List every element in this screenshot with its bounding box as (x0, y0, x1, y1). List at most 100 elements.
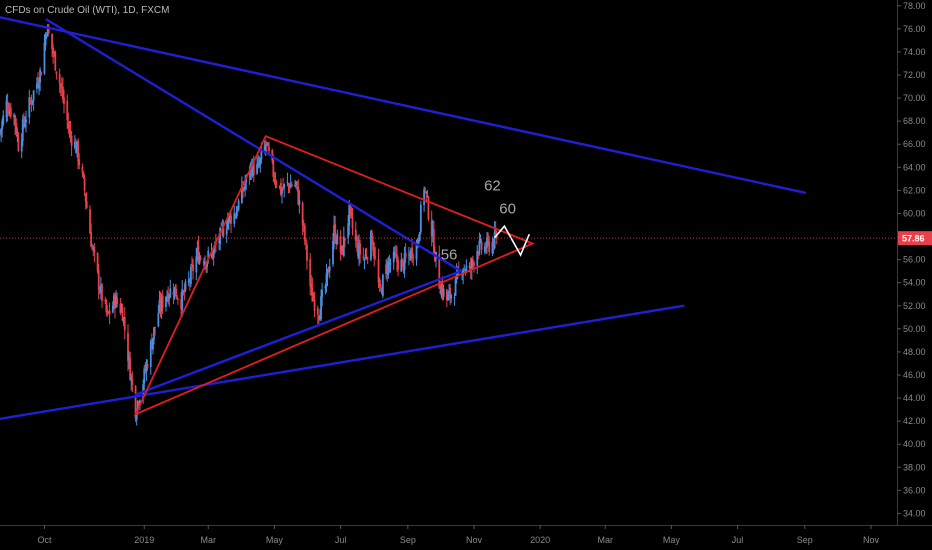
candle-body (272, 159, 275, 177)
candle-body (470, 258, 473, 270)
candle-body (418, 232, 421, 241)
candle-body (477, 252, 480, 255)
time-axis[interactable]: Oct 2019 Mar May Jul Sep Nov 2020 Mar May Jul Sep No… (0, 525, 932, 545)
candle-body (93, 246, 96, 253)
blue-trendline[interactable] (45, 18, 463, 273)
price-tick-label: 44.00 (903, 393, 926, 403)
price-tick-label: 34.00 (903, 508, 926, 518)
candle-body (99, 284, 102, 292)
candle-body (447, 294, 449, 301)
candle-body (412, 256, 415, 258)
candle-body (392, 251, 395, 263)
candle-body (150, 341, 153, 349)
time-tick-label: Mar (597, 535, 613, 545)
candle-body (344, 238, 346, 241)
candle-body (108, 310, 111, 315)
candle-body (76, 141, 78, 153)
candle-body (427, 197, 430, 220)
candle-body (17, 136, 20, 151)
candle-body (66, 101, 69, 121)
candle-body (410, 248, 412, 258)
candle-body (488, 240, 491, 252)
candle-body (494, 230, 497, 236)
blue-trendline[interactable] (0, 304, 685, 421)
candle-body (226, 219, 229, 229)
candle-body (173, 287, 176, 299)
time-tick-label: Nov (466, 535, 483, 545)
candle-body (400, 260, 403, 272)
candle-body (325, 273, 328, 287)
candle-body (46, 25, 49, 37)
candle-body (195, 256, 198, 273)
candle-body (348, 204, 351, 226)
candle-body (263, 145, 266, 153)
candle-body (256, 164, 258, 174)
candle-body (430, 220, 433, 237)
candle-body (31, 99, 34, 102)
candle-body (104, 300, 107, 302)
candle-body (63, 97, 65, 104)
candle-body (22, 117, 25, 125)
candle-body (174, 284, 177, 296)
price-axis[interactable]: 34.00 36.00 38.00 40.00 42.00 44.00 46.00 48.00… (897, 0, 926, 525)
price-tick-label: 36.00 (903, 485, 926, 495)
candle-body (363, 259, 366, 261)
candle-body (408, 254, 410, 256)
candle-body (187, 279, 190, 283)
candle-body (309, 258, 312, 286)
candle-body (426, 195, 429, 197)
candle-body (440, 286, 443, 296)
price-annotation[interactable]: 62 (484, 177, 501, 194)
candle-body (96, 252, 99, 272)
price-tick-label: 64.00 (903, 162, 926, 172)
candle-body (137, 402, 140, 405)
candle-body (123, 317, 126, 331)
candle-body (442, 288, 445, 297)
candle-body (189, 267, 192, 285)
candle-body (333, 225, 335, 240)
candle-body (181, 289, 184, 310)
candle-body (122, 317, 125, 324)
red-triangle-pattern[interactable] (133, 135, 535, 416)
candle-body (492, 239, 495, 248)
price-annotation[interactable]: 60 (499, 200, 516, 217)
candle-body (25, 119, 27, 123)
candle-body (438, 253, 441, 289)
projection-path[interactable] (493, 224, 531, 257)
candle-body (378, 284, 381, 286)
candle-body (448, 290, 450, 294)
candle-body (321, 290, 324, 297)
candle-body (233, 213, 236, 224)
candle-body (487, 238, 489, 241)
blue-trendline[interactable] (134, 269, 463, 396)
candle-body (385, 264, 388, 274)
time-tick-label: Mar (201, 535, 217, 545)
blue-trendline[interactable] (0, 16, 807, 194)
candle-body (311, 287, 314, 302)
candle-body (295, 181, 298, 183)
candle-body (101, 284, 103, 301)
candle-body (165, 297, 167, 307)
candle-body (111, 305, 114, 313)
price-tick-label: 42.00 (903, 416, 926, 426)
candle-body (120, 308, 123, 313)
candle-body (8, 110, 11, 114)
candle-body (106, 310, 109, 312)
candle-body (184, 281, 187, 291)
price-tick-label: 40.00 (903, 439, 926, 449)
candle-body (483, 246, 486, 252)
price-tick-label: 46.00 (903, 370, 926, 380)
candle-body (73, 142, 76, 148)
candle-body (463, 268, 466, 270)
candle-body (40, 72, 43, 76)
candle-body (116, 297, 119, 304)
candle-body (53, 53, 56, 55)
price-tick-label: 78.00 (903, 1, 926, 11)
price-annotation[interactable]: 56 (441, 247, 458, 264)
candle-body (166, 295, 168, 300)
candle-body (157, 312, 160, 327)
candle-body (357, 244, 359, 257)
candle-body (35, 83, 38, 89)
price-tick-label: 52.00 (903, 301, 926, 311)
